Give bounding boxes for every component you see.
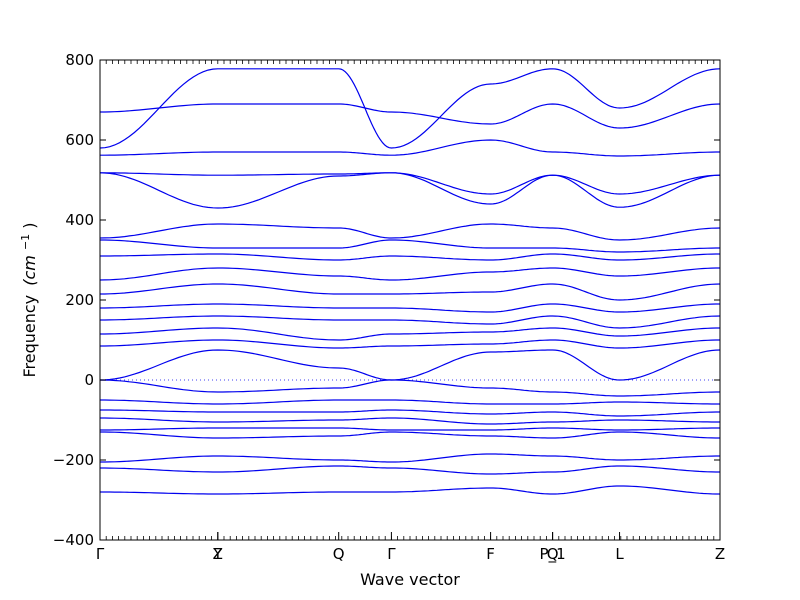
y-tick-label: 0 xyxy=(84,371,94,389)
x-axis-ticks: Γ YZ Q Γ F P_1Q L Z xyxy=(96,532,725,564)
band-line xyxy=(100,399,720,405)
band-line xyxy=(100,465,720,475)
band-line xyxy=(100,427,720,431)
band-line xyxy=(99,223,721,241)
band-line xyxy=(100,239,720,253)
band-line xyxy=(100,453,720,463)
x-tick-label: Γ xyxy=(96,545,105,563)
y-axis-label-text: Frequency xyxy=(20,295,39,378)
band-line xyxy=(100,417,720,425)
band-line xyxy=(100,485,720,495)
band-line xyxy=(100,315,721,329)
band-line xyxy=(99,172,721,209)
y-tick-label: 800 xyxy=(65,51,94,69)
y-tick-label: −200 xyxy=(53,451,94,469)
y-tick-label: 600 xyxy=(65,131,94,149)
y-axis-label-close: ) xyxy=(20,222,39,228)
band-line xyxy=(99,68,721,149)
x-tick-label: Z xyxy=(213,545,223,563)
y-axis-ticks: 800 600 400 200 0 −200 −400 xyxy=(53,51,720,549)
x-axis-label: Wave vector xyxy=(360,570,460,589)
x-tick-label: F xyxy=(486,545,495,563)
y-axis-label: Frequency (cm −1 ) xyxy=(14,222,39,377)
minor-ticks xyxy=(99,60,721,540)
band-line xyxy=(100,327,720,341)
y-tick-label: −400 xyxy=(53,531,94,549)
x-tick-label: Q xyxy=(333,545,345,563)
band-line xyxy=(100,431,720,439)
x-tick-label: Q xyxy=(547,545,559,563)
band-lines xyxy=(99,68,721,495)
band-line xyxy=(99,349,721,381)
x-tick-label: Γ xyxy=(387,545,396,563)
band-line xyxy=(100,172,721,208)
band-line xyxy=(100,253,720,261)
y-tick-label: 400 xyxy=(65,211,94,229)
band-line xyxy=(100,409,720,417)
y-axis-label-exponent: −1 xyxy=(19,234,32,250)
band-line xyxy=(100,103,721,129)
y-axis-label-unit: (cm xyxy=(20,255,39,286)
band-line xyxy=(100,339,720,349)
x-tick-label: L xyxy=(615,545,624,563)
x-tick-label: P_1 xyxy=(540,545,566,564)
y-tick-label: 200 xyxy=(65,291,94,309)
band-line xyxy=(100,139,720,157)
band-line xyxy=(99,379,720,397)
x-tick-label: Z xyxy=(715,545,725,563)
x-tick-label: Y xyxy=(212,545,223,563)
band-line xyxy=(99,267,720,281)
band-line xyxy=(100,283,721,301)
band-line xyxy=(100,303,720,313)
